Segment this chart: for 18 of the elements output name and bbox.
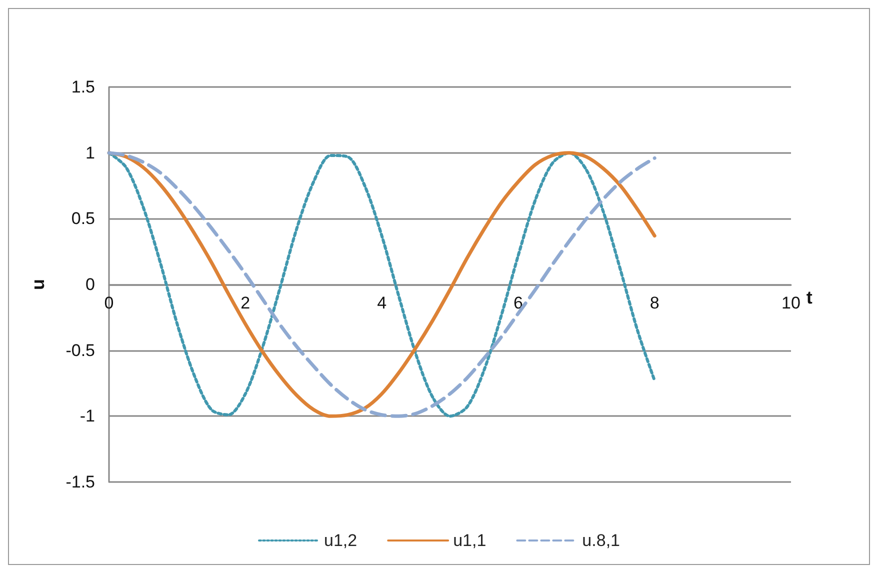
legend-label: u.8,1 <box>582 531 620 550</box>
legend-label: u1,2 <box>324 531 358 550</box>
y-tick-label: -1 <box>80 406 95 426</box>
x-tick-label: 4 <box>377 294 387 312</box>
x-axis-title: t <box>806 288 812 308</box>
x-tick-label: 0 <box>104 294 114 312</box>
x-tick-label: 6 <box>513 294 523 312</box>
y-tick-label: 0 <box>86 275 95 294</box>
y-axis-title: u <box>28 279 48 290</box>
x-tick-label: 10 <box>782 294 800 312</box>
y-tick-label: 1.5 <box>71 78 95 96</box>
x-tick-label: 2 <box>240 294 250 312</box>
y-tick-label: -1.5 <box>66 472 95 492</box>
x-tick-label: 8 <box>650 294 660 312</box>
y-tick-label: 1 <box>86 143 95 162</box>
y-tick-label: 0.5 <box>71 209 95 228</box>
legend-label: u1,1 <box>453 531 486 550</box>
y-tick-label: -0.5 <box>66 340 95 360</box>
